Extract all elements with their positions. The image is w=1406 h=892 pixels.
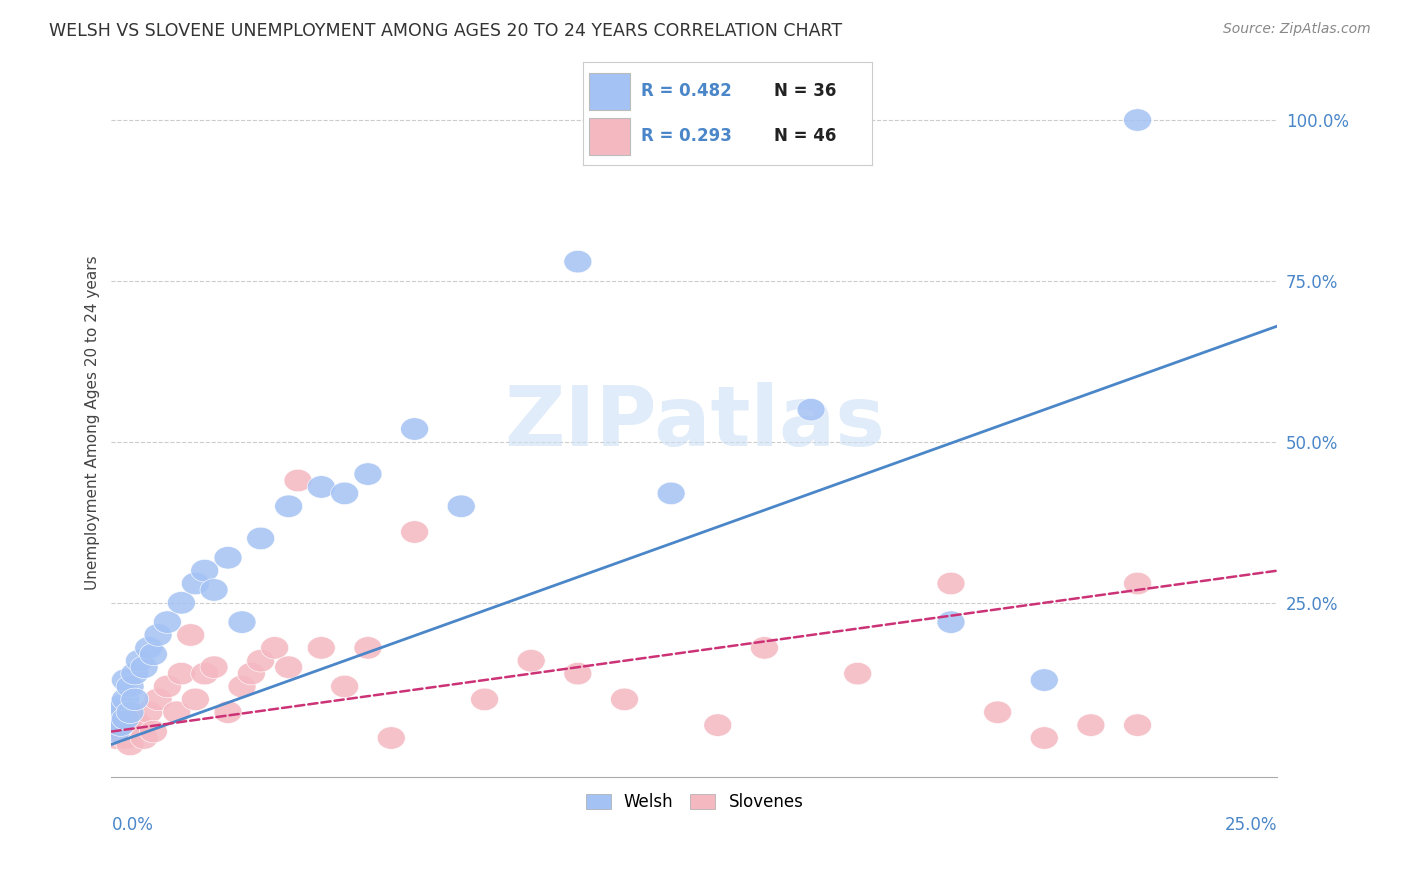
Ellipse shape bbox=[117, 733, 143, 756]
Ellipse shape bbox=[111, 688, 139, 711]
Text: N = 46: N = 46 bbox=[773, 128, 837, 145]
Text: N = 36: N = 36 bbox=[773, 82, 837, 100]
Ellipse shape bbox=[117, 675, 143, 698]
Ellipse shape bbox=[125, 649, 153, 672]
Text: WELSH VS SLOVENE UNEMPLOYMENT AMONG AGES 20 TO 24 YEARS CORRELATION CHART: WELSH VS SLOVENE UNEMPLOYMENT AMONG AGES… bbox=[49, 22, 842, 40]
Ellipse shape bbox=[1123, 573, 1152, 595]
Ellipse shape bbox=[153, 611, 181, 633]
Ellipse shape bbox=[153, 675, 181, 698]
Ellipse shape bbox=[564, 251, 592, 273]
Ellipse shape bbox=[135, 637, 163, 659]
Ellipse shape bbox=[936, 611, 965, 633]
Ellipse shape bbox=[1123, 714, 1152, 737]
Ellipse shape bbox=[103, 701, 131, 723]
Ellipse shape bbox=[107, 714, 135, 737]
Ellipse shape bbox=[214, 547, 242, 569]
Ellipse shape bbox=[117, 721, 143, 743]
Ellipse shape bbox=[471, 688, 499, 711]
Ellipse shape bbox=[751, 637, 779, 659]
Ellipse shape bbox=[111, 707, 139, 730]
Ellipse shape bbox=[228, 611, 256, 633]
Legend: Welsh, Slovenes: Welsh, Slovenes bbox=[579, 787, 810, 818]
Ellipse shape bbox=[274, 656, 302, 679]
Ellipse shape bbox=[167, 663, 195, 685]
Text: 0.0%: 0.0% bbox=[111, 815, 153, 833]
Ellipse shape bbox=[330, 675, 359, 698]
Ellipse shape bbox=[107, 721, 135, 743]
Ellipse shape bbox=[401, 417, 429, 441]
Ellipse shape bbox=[1123, 109, 1152, 131]
Ellipse shape bbox=[330, 482, 359, 505]
Ellipse shape bbox=[447, 495, 475, 517]
FancyBboxPatch shape bbox=[589, 73, 630, 110]
Ellipse shape bbox=[111, 669, 139, 691]
Ellipse shape bbox=[131, 656, 157, 679]
Ellipse shape bbox=[284, 469, 312, 491]
Ellipse shape bbox=[181, 573, 209, 595]
Ellipse shape bbox=[111, 714, 139, 737]
Ellipse shape bbox=[354, 463, 382, 485]
Ellipse shape bbox=[121, 707, 149, 730]
Ellipse shape bbox=[143, 688, 172, 711]
Text: 25.0%: 25.0% bbox=[1225, 815, 1278, 833]
Ellipse shape bbox=[200, 579, 228, 601]
Ellipse shape bbox=[797, 399, 825, 421]
FancyBboxPatch shape bbox=[589, 118, 630, 155]
Ellipse shape bbox=[177, 624, 205, 647]
Ellipse shape bbox=[107, 695, 135, 717]
Ellipse shape bbox=[308, 475, 335, 499]
Text: R = 0.293: R = 0.293 bbox=[641, 128, 733, 145]
Ellipse shape bbox=[117, 701, 143, 723]
Ellipse shape bbox=[131, 727, 157, 749]
Ellipse shape bbox=[704, 714, 731, 737]
Ellipse shape bbox=[564, 663, 592, 685]
Text: R = 0.482: R = 0.482 bbox=[641, 82, 733, 100]
Ellipse shape bbox=[984, 701, 1012, 723]
Ellipse shape bbox=[657, 482, 685, 505]
Ellipse shape bbox=[610, 688, 638, 711]
Ellipse shape bbox=[139, 643, 167, 665]
Ellipse shape bbox=[167, 591, 195, 614]
Text: ZIPatlas: ZIPatlas bbox=[503, 382, 884, 463]
Ellipse shape bbox=[308, 637, 335, 659]
Ellipse shape bbox=[111, 727, 139, 749]
Ellipse shape bbox=[107, 707, 135, 730]
Ellipse shape bbox=[135, 701, 163, 723]
Ellipse shape bbox=[200, 656, 228, 679]
Ellipse shape bbox=[936, 573, 965, 595]
Ellipse shape bbox=[181, 688, 209, 711]
Ellipse shape bbox=[125, 714, 153, 737]
Ellipse shape bbox=[401, 521, 429, 543]
Ellipse shape bbox=[214, 701, 242, 723]
Ellipse shape bbox=[143, 624, 172, 647]
Ellipse shape bbox=[1031, 727, 1059, 749]
Ellipse shape bbox=[163, 701, 191, 723]
Ellipse shape bbox=[228, 675, 256, 698]
Ellipse shape bbox=[139, 721, 167, 743]
Ellipse shape bbox=[260, 637, 288, 659]
Ellipse shape bbox=[191, 663, 219, 685]
Ellipse shape bbox=[121, 688, 149, 711]
Ellipse shape bbox=[1031, 669, 1059, 691]
Ellipse shape bbox=[103, 721, 131, 743]
Ellipse shape bbox=[121, 663, 149, 685]
Ellipse shape bbox=[377, 727, 405, 749]
Text: Source: ZipAtlas.com: Source: ZipAtlas.com bbox=[1223, 22, 1371, 37]
Ellipse shape bbox=[1077, 714, 1105, 737]
Ellipse shape bbox=[354, 637, 382, 659]
Ellipse shape bbox=[517, 649, 546, 672]
Ellipse shape bbox=[103, 714, 131, 737]
Ellipse shape bbox=[246, 527, 274, 549]
Ellipse shape bbox=[238, 663, 266, 685]
Ellipse shape bbox=[191, 559, 219, 582]
Y-axis label: Unemployment Among Ages 20 to 24 years: Unemployment Among Ages 20 to 24 years bbox=[86, 255, 100, 590]
Ellipse shape bbox=[103, 727, 131, 749]
Ellipse shape bbox=[844, 663, 872, 685]
Ellipse shape bbox=[274, 495, 302, 517]
Ellipse shape bbox=[246, 649, 274, 672]
